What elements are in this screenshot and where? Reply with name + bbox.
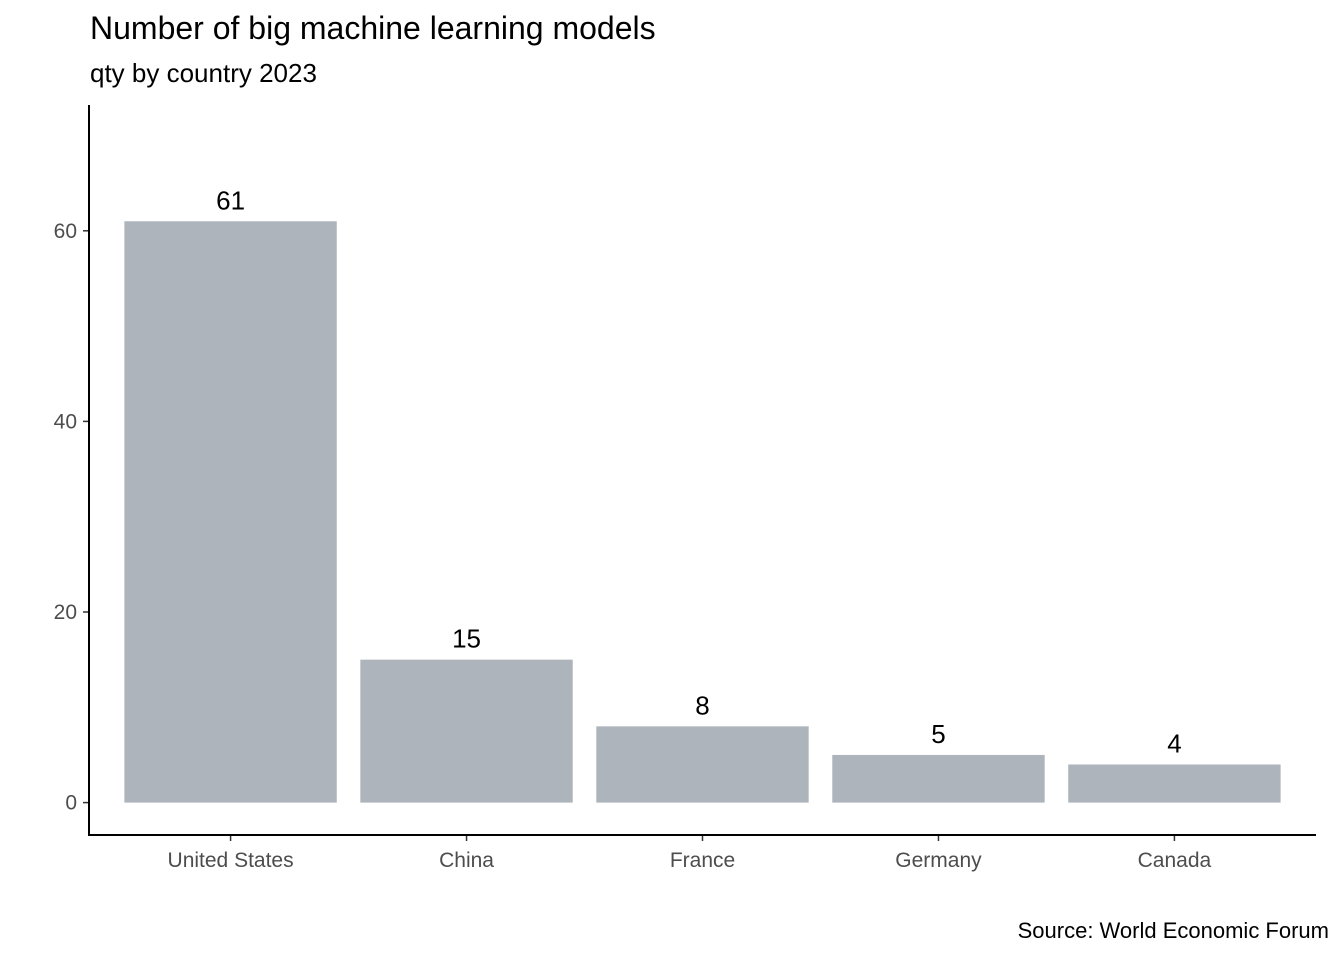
data-label: 61: [216, 185, 245, 215]
y-axis-ticks: 0 20 40 60: [54, 220, 89, 815]
chart-title: Number of big machine learning models: [90, 10, 656, 46]
data-label: 4: [1167, 728, 1181, 758]
x-tick-label: China: [439, 849, 494, 872]
x-tick-label: United States: [168, 849, 294, 872]
source-caption: Source: World Economic Forum: [1017, 918, 1329, 943]
bars: [124, 221, 1281, 803]
data-label: 15: [452, 624, 481, 654]
bar: [124, 221, 337, 803]
data-label: 8: [695, 690, 709, 720]
bar: [1068, 764, 1281, 803]
bar: [360, 659, 573, 803]
y-tick-label: 20: [54, 601, 77, 624]
chart-subtitle: qty by country 2023: [90, 58, 317, 88]
x-tick-label: France: [670, 849, 735, 872]
y-tick-label: 40: [54, 410, 77, 433]
y-tick-label: 60: [54, 220, 77, 243]
bar: [832, 754, 1045, 803]
bar: [596, 726, 809, 803]
data-labels: 61 15 8 5 4: [216, 185, 1182, 758]
x-tick-label: Canada: [1138, 849, 1212, 872]
data-label: 5: [931, 719, 945, 749]
y-tick-label: 0: [65, 792, 77, 815]
x-axis-ticks: United States China France Germany Canada: [168, 835, 1212, 872]
x-tick-label: Germany: [895, 849, 982, 872]
